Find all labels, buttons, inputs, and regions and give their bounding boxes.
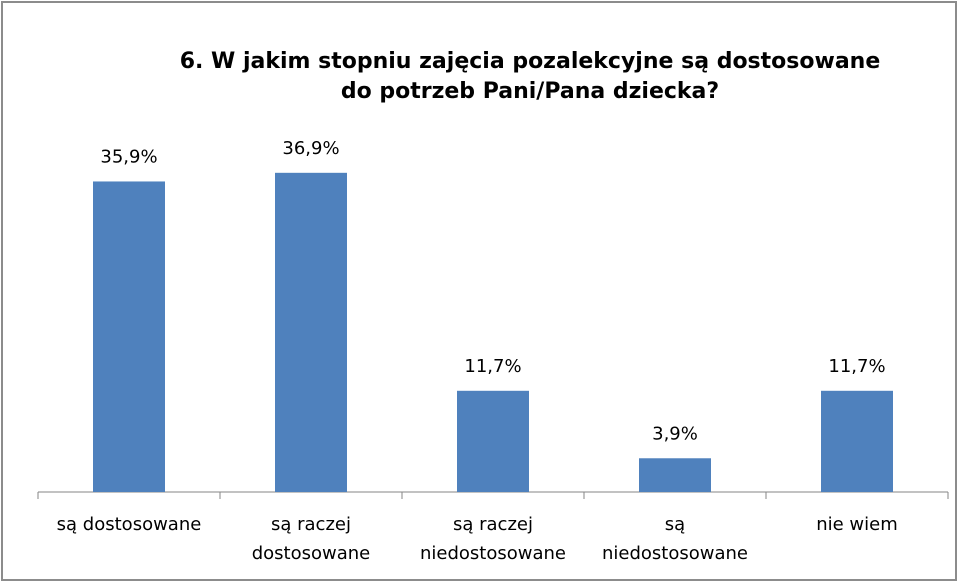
bar <box>457 390 529 492</box>
bar <box>639 458 711 492</box>
data-label: 11,7% <box>828 356 885 377</box>
x-tick-label: są raczej niedostosowane <box>420 514 566 564</box>
data-label: 11,7% <box>464 356 521 377</box>
x-tick-label: są dostosowane <box>57 514 202 535</box>
chart-title: 6. W jakim stopniu zajęcia pozalekcyjne … <box>180 49 881 104</box>
x-tick-label: są niedostosowane <box>602 514 748 564</box>
bar <box>275 172 347 492</box>
x-tick-label: są raczej dostosowane <box>252 514 371 564</box>
data-label: 36,9% <box>282 138 339 159</box>
bar <box>93 181 165 492</box>
data-label: 3,9% <box>652 423 698 444</box>
data-label: 35,9% <box>100 146 157 167</box>
x-tick-label: nie wiem <box>816 514 898 535</box>
bar <box>821 390 893 492</box>
